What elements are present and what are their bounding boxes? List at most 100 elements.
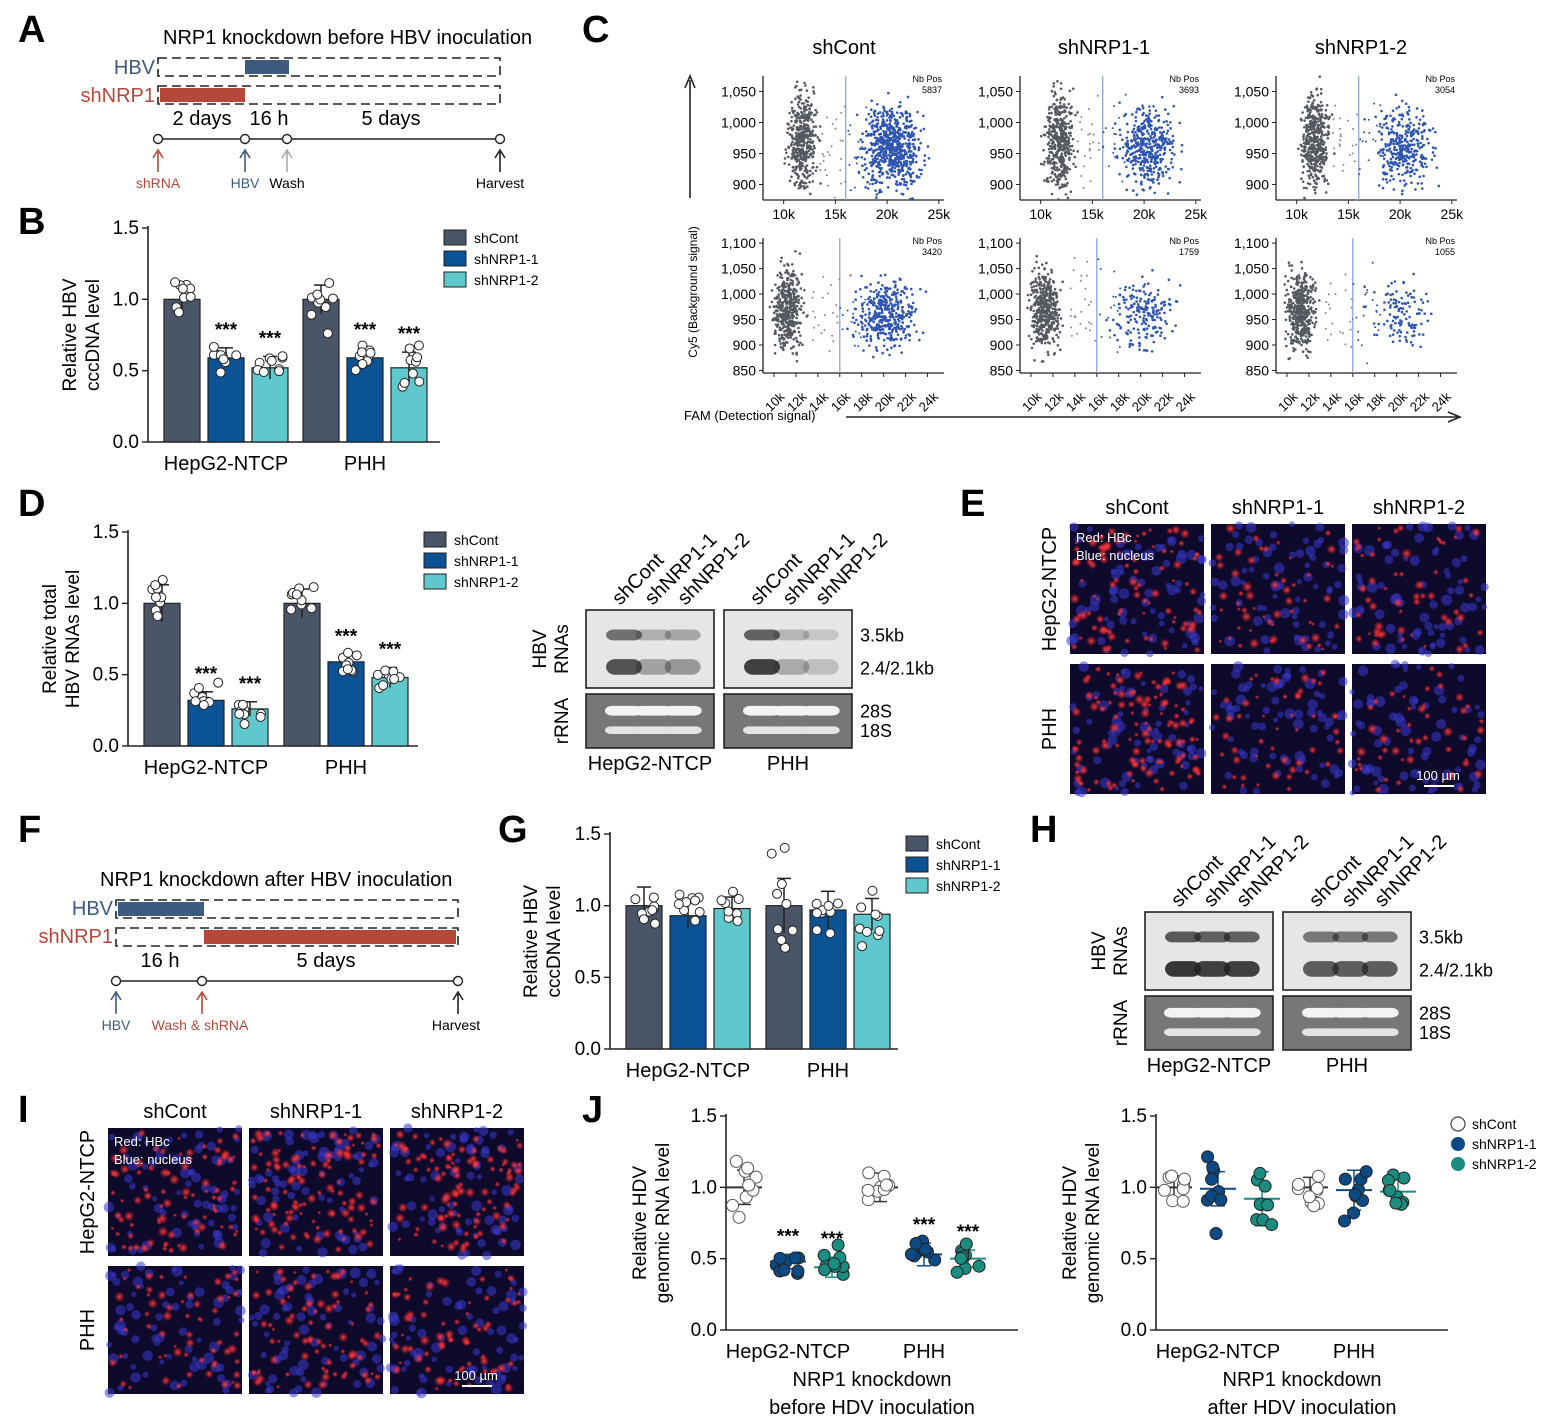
- positive-droplet: [1138, 348, 1141, 351]
- rain-droplet: [1358, 173, 1361, 176]
- positive-droplet: [1132, 127, 1136, 131]
- rain-droplet: [1124, 93, 1127, 96]
- negative-droplet: [814, 113, 817, 117]
- positive-droplet: [891, 142, 894, 145]
- positive-droplet: [888, 353, 891, 357]
- negative-droplet: [807, 113, 810, 117]
- positive-droplet: [1145, 336, 1148, 340]
- panel-a-event: HBV: [231, 175, 260, 191]
- positive-droplet: [1377, 151, 1380, 155]
- positive-droplet: [893, 166, 897, 170]
- positive-droplet: [877, 324, 881, 327]
- negative-droplet: [1058, 186, 1061, 190]
- positive-droplet: [870, 120, 874, 124]
- positive-droplet: [912, 127, 916, 130]
- positive-droplet: [1381, 177, 1385, 181]
- negative-droplet: [805, 141, 809, 145]
- positive-droplet: [903, 149, 907, 152]
- negative-droplet: [795, 127, 799, 131]
- negative-droplet: [1058, 126, 1061, 129]
- negative-droplet: [1055, 151, 1059, 155]
- replicate-point: [152, 611, 163, 622]
- positive-droplet: [909, 175, 913, 179]
- negative-droplet: [1039, 317, 1043, 321]
- negative-droplet: [1067, 122, 1070, 125]
- rain-droplet: [839, 169, 842, 172]
- negative-droplet: [1058, 308, 1062, 311]
- negative-droplet: [796, 138, 800, 142]
- replicate-point: [266, 355, 277, 366]
- negative-droplet: [1058, 330, 1062, 334]
- negative-droplet: [1032, 309, 1035, 313]
- positive-droplet: [1148, 109, 1152, 112]
- positive-droplet: [906, 134, 909, 138]
- negative-droplet: [785, 305, 789, 309]
- negative-droplet: [1052, 301, 1056, 304]
- positive-droplet: [871, 127, 874, 130]
- negative-droplet: [1319, 92, 1323, 95]
- negative-droplet: [1313, 165, 1316, 169]
- rain-droplet: [1080, 310, 1083, 313]
- positive-droplet: [903, 327, 907, 331]
- positive-droplet: [1171, 145, 1175, 149]
- negative-droplet: [1060, 140, 1064, 143]
- negative-droplet: [1061, 163, 1064, 166]
- rain-droplet: [840, 111, 843, 114]
- negative-droplet: [786, 155, 790, 159]
- negative-droplet: [801, 164, 805, 167]
- rain-droplet: [1116, 157, 1119, 160]
- positive-droplet: [1137, 125, 1141, 128]
- positive-droplet: [1132, 159, 1136, 162]
- y-tick-label: 1,050: [721, 84, 756, 100]
- negative-droplet: [790, 324, 794, 328]
- positive-droplet: [874, 289, 878, 292]
- positive-droplet: [1405, 134, 1409, 138]
- positive-droplet: [1134, 146, 1137, 149]
- positive-droplet: [1139, 145, 1142, 149]
- positive-droplet: [881, 122, 884, 126]
- positive-droplet: [884, 130, 888, 134]
- y-tick-label: 950: [1246, 312, 1270, 328]
- replicate-point: [324, 278, 335, 289]
- positive-droplet: [875, 139, 878, 142]
- nb-pos-label: Nb Pos: [1169, 74, 1199, 84]
- positive-droplet: [1166, 129, 1170, 133]
- positive-droplet: [901, 114, 905, 118]
- negative-droplet: [784, 148, 787, 151]
- rain-droplet: [835, 118, 838, 121]
- negative-droplet: [802, 135, 806, 139]
- negative-droplet: [811, 161, 815, 165]
- positive-droplet: [1381, 126, 1384, 129]
- replicate-point: [788, 1251, 802, 1265]
- positive-droplet: [894, 134, 898, 138]
- replicate-point: [732, 1210, 746, 1224]
- positive-droplet: [1141, 275, 1144, 279]
- negative-droplet: [1067, 111, 1071, 114]
- negative-droplet: [796, 176, 800, 180]
- replicate-point: [1347, 1206, 1361, 1220]
- positive-droplet: [1434, 146, 1437, 150]
- positive-droplet: [1117, 302, 1121, 306]
- x-category-label: PHH: [807, 1060, 849, 1082]
- positive-droplet: [1383, 171, 1387, 175]
- positive-droplet: [869, 115, 873, 119]
- negative-droplet: [790, 115, 794, 119]
- replicate-point: [766, 848, 777, 859]
- replicate-point: [404, 343, 415, 354]
- positive-droplet: [885, 118, 889, 122]
- positive-droplet: [871, 176, 874, 179]
- negative-droplet: [1035, 324, 1039, 328]
- positive-droplet: [891, 315, 894, 318]
- positive-droplet: [1388, 179, 1392, 182]
- negative-droplet: [1306, 169, 1310, 173]
- negative-droplet: [1308, 135, 1312, 139]
- positive-droplet: [899, 111, 903, 115]
- negative-droplet: [1302, 125, 1306, 129]
- negative-droplet: [772, 305, 776, 308]
- panel-f-title: NRP1 knockdown after HBV inoculation: [100, 869, 452, 891]
- negative-droplet: [1046, 341, 1050, 344]
- x-tick-label: 16k: [1341, 389, 1367, 415]
- positive-droplet: [869, 325, 873, 328]
- bar: [163, 298, 201, 443]
- positive-droplet: [1147, 298, 1151, 301]
